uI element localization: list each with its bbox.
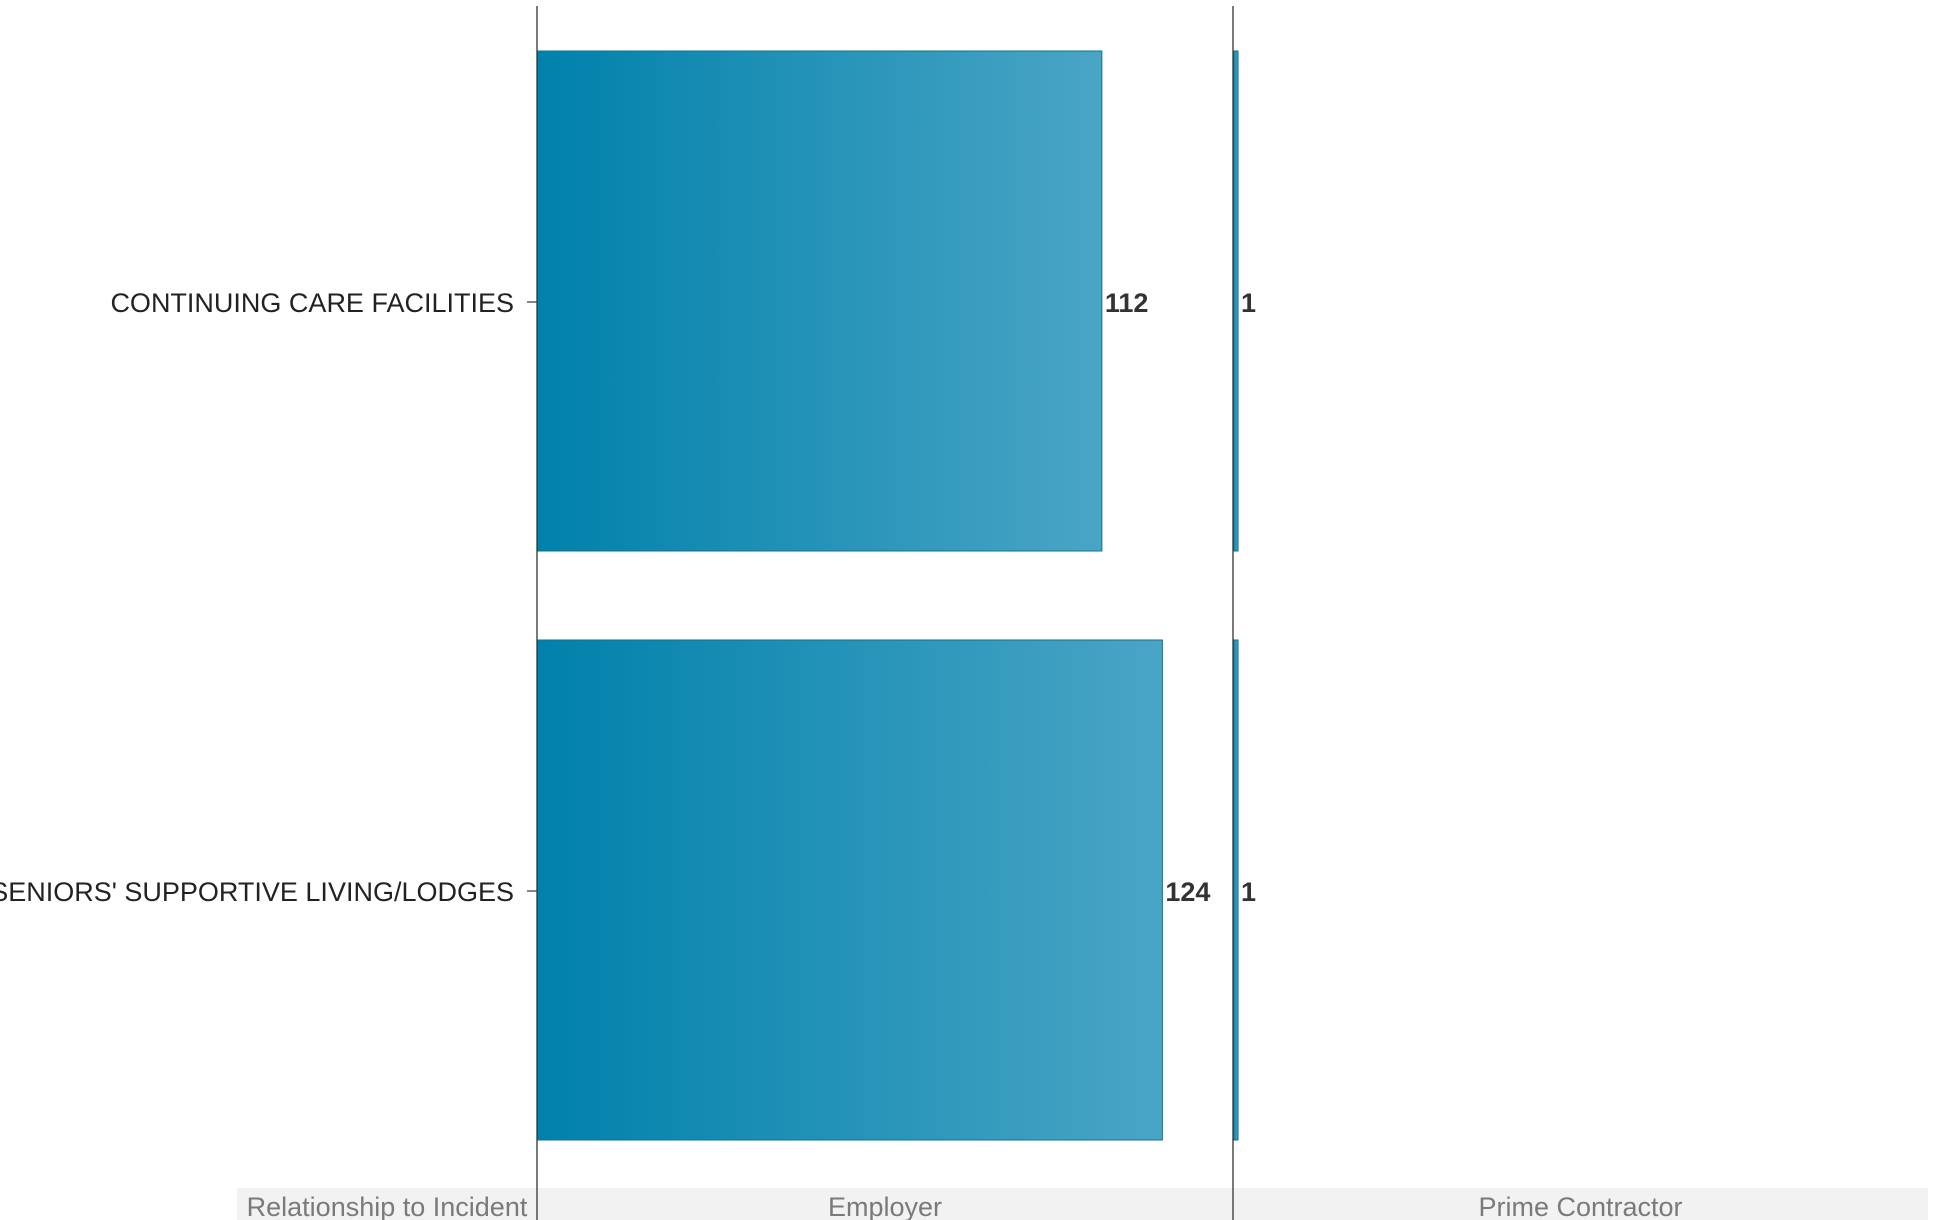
bar-employer-0	[536, 50, 1103, 552]
data-label: 112	[1105, 288, 1149, 318]
labels: 112 124 1 1 CONTINUING CARE FACILITIES SENIOR…	[0, 288, 1256, 907]
facet-label-employer: Employer	[828, 1192, 942, 1220]
facet-label-prime-contractor: Prime Contractor	[1478, 1192, 1682, 1220]
facet-footer: Relationship to Incident Employer Prime Co…	[237, 1188, 1928, 1220]
data-label: 1	[1241, 877, 1256, 907]
bar-prime-contractor-1	[1232, 639, 1239, 1141]
bar-prime-contractor-0	[1232, 50, 1239, 552]
data-label: 124	[1165, 877, 1210, 907]
facet-header-label: Relationship to Incident	[247, 1192, 528, 1220]
facet-footer-background	[237, 1188, 1928, 1220]
category-label: SENIORS' SUPPORTIVE LIVING/LODGES	[0, 877, 514, 907]
data-label: 1	[1241, 288, 1256, 318]
category-label: CONTINUING CARE FACILITIES	[110, 288, 514, 318]
bar-employer-1	[536, 639, 1163, 1141]
panel-dividers	[527, 6, 1234, 1220]
bars	[536, 50, 1239, 1141]
